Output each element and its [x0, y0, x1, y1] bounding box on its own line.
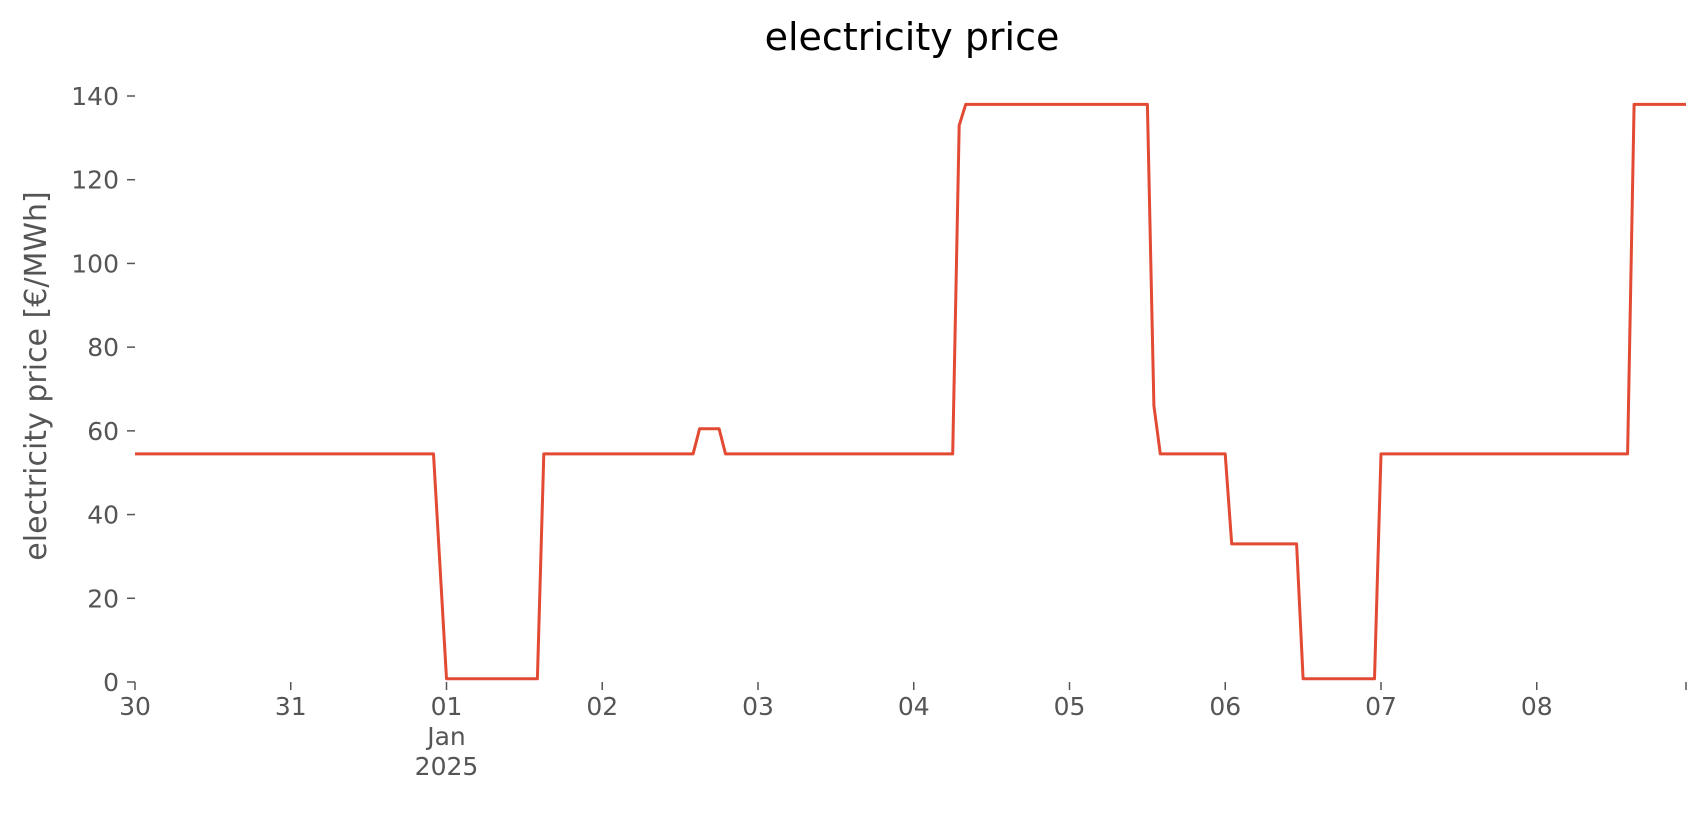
- x-tick-label: 05: [1054, 692, 1086, 721]
- x-tick-label: 02: [586, 692, 618, 721]
- series-line: [135, 102, 1686, 681]
- y-tick-label: 40: [87, 501, 119, 530]
- x-tick-label: 08: [1521, 692, 1553, 721]
- x-tick-label-line: 03: [742, 692, 774, 721]
- chart-title: electricity price: [765, 15, 1060, 59]
- x-tick-label: 04: [898, 692, 930, 721]
- y-tick-label: 20: [87, 584, 119, 613]
- x-tick-label-line: 30: [119, 692, 151, 721]
- x-tick-label: 01 Jan 2025: [415, 692, 479, 781]
- y-tick-label: 60: [87, 417, 119, 446]
- y-tick-label: 100: [71, 249, 119, 278]
- x-tick-label: 31: [275, 692, 307, 721]
- x-tick-label-line: Jan: [425, 722, 466, 751]
- series-group: [135, 102, 1686, 681]
- y-axis: 0 20 40 60 80 100 120 140: [71, 82, 135, 697]
- y-tick-label: 140: [71, 82, 119, 111]
- x-tick-label-line: 06: [1209, 692, 1241, 721]
- x-axis: 30 31 01 Jan 2025 02 03 04 05 06 07 08: [119, 682, 1687, 781]
- y-tick-label: 0: [103, 668, 119, 697]
- y-tick-label: 80: [87, 333, 119, 362]
- y-axis-label: electricity price [€/MWh]: [19, 191, 54, 560]
- x-tick-label-line: 2025: [415, 752, 479, 781]
- x-tick-label-line: 05: [1054, 692, 1086, 721]
- x-tick-label-line: 07: [1365, 692, 1397, 721]
- x-tick-label: 03: [742, 692, 774, 721]
- y-tick-label: 120: [71, 166, 119, 195]
- x-tick-label-line: 08: [1521, 692, 1553, 721]
- x-tick-label: 30: [119, 692, 151, 721]
- x-tick-label: 07: [1365, 692, 1397, 721]
- x-tick-label-line: 31: [275, 692, 307, 721]
- x-tick-label-line: 04: [898, 692, 930, 721]
- x-tick-label-line: 01: [431, 692, 463, 721]
- x-tick-label-line: 02: [586, 692, 618, 721]
- x-tick-label: 06: [1209, 692, 1241, 721]
